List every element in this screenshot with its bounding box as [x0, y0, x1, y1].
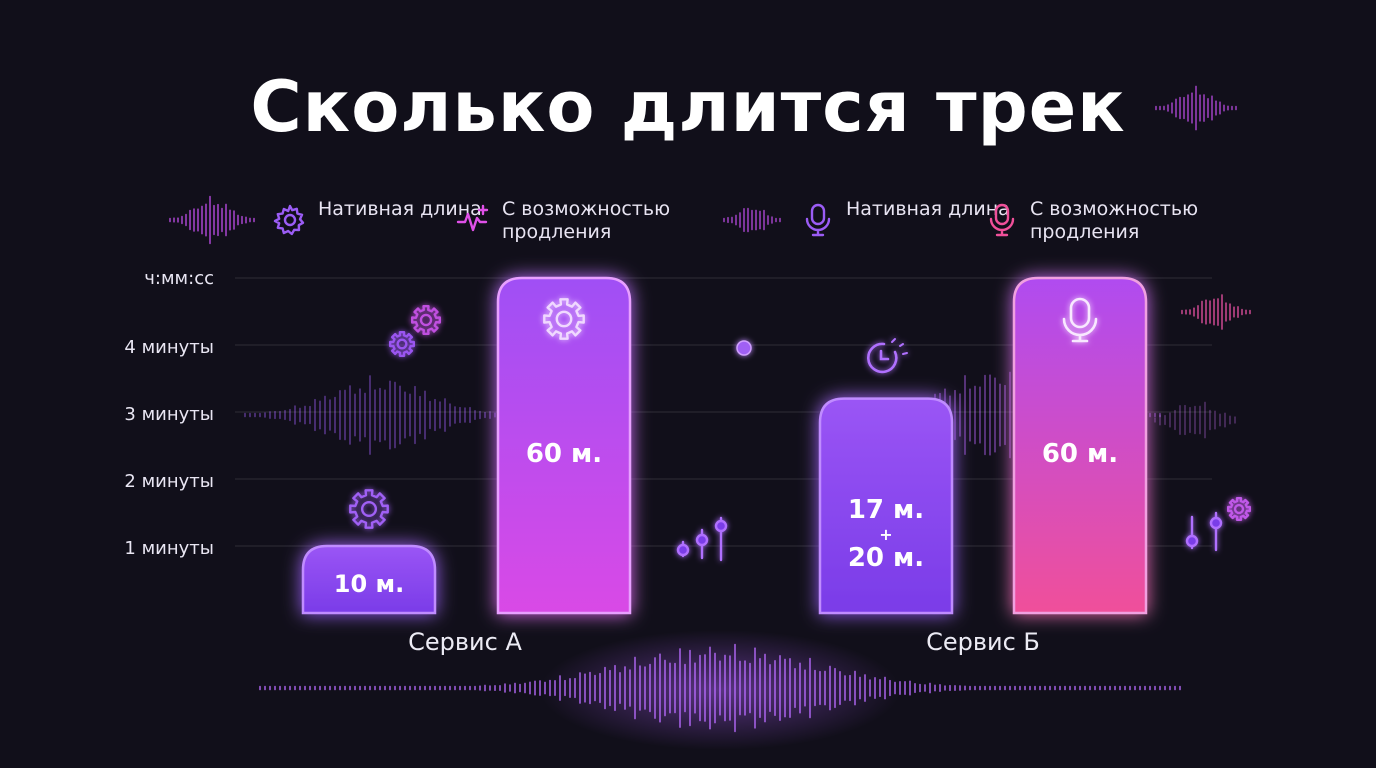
- dot-decoration: [736, 340, 752, 356]
- waveform-decoration: [1155, 85, 1237, 131]
- bar-value-label: +: [879, 525, 892, 544]
- waveform-decoration: [259, 643, 1181, 733]
- chart-legend: Нативная длина С возможностью продления …: [0, 198, 1376, 252]
- legend-item-native-a: Нативная длина: [272, 198, 518, 238]
- waveform-decoration: [169, 195, 255, 245]
- legend-item-native-b: Нативная длина: [800, 198, 1046, 238]
- timer-icon: [867, 338, 908, 374]
- bar-value-label: 10 м.: [334, 570, 405, 598]
- x-category-label: Сервис А: [408, 628, 522, 656]
- gear-icon: [389, 331, 415, 357]
- equalizer-icon: [1185, 511, 1223, 552]
- bar-value-label: 20 м.: [848, 543, 924, 573]
- bar-value-label: 60 м.: [526, 439, 602, 469]
- waveform-decoration: [723, 207, 781, 233]
- page-title: Сколько длится трек: [250, 66, 1126, 148]
- waveform-decoration: [1181, 294, 1251, 330]
- y-tick-label: 2 минуты: [124, 471, 214, 492]
- legend-label: Нативная длина: [318, 198, 482, 220]
- legend-label: С возможностью продления: [502, 198, 671, 243]
- gear-icon: [349, 489, 389, 529]
- legend-item-extended-a: С возможностью продления: [456, 198, 702, 244]
- y-tick-label: 4 минуты: [124, 337, 214, 358]
- gear-icon: [273, 204, 305, 236]
- bar-value-label: 17 м.: [848, 495, 924, 525]
- gear-icon: [543, 298, 585, 340]
- gear-icon: [411, 305, 441, 335]
- microphone-icon: [1062, 297, 1098, 343]
- gear-icon: [1227, 497, 1251, 521]
- y-axis-unit-label: ч:мм:сс: [144, 268, 214, 289]
- equalizer-icon: [676, 516, 728, 562]
- legend-item-extended-b: С возможностью продления: [984, 198, 1230, 244]
- microphone-icon: [805, 203, 831, 237]
- y-tick-label: 3 минуты: [124, 404, 214, 425]
- bar-value-label: 60 м.: [1042, 439, 1118, 469]
- legend-label: С возможностью продления: [1030, 198, 1199, 243]
- x-category-label: Сервис Б: [926, 628, 1040, 656]
- bar-extended-service-a: [496, 276, 632, 615]
- bar-extended-service-b: [1012, 276, 1148, 615]
- waveform-decoration: [244, 375, 516, 455]
- y-tick-label: 1 минуты: [124, 538, 214, 559]
- legend-label: Нативная длина: [846, 198, 1010, 220]
- bar-native-service-b: [818, 397, 954, 615]
- pulse-plus-icon: [456, 204, 489, 232]
- microphone-icon: [989, 203, 1015, 237]
- bar-native-service-a: [301, 544, 437, 615]
- waveform-decoration: [1154, 401, 1236, 439]
